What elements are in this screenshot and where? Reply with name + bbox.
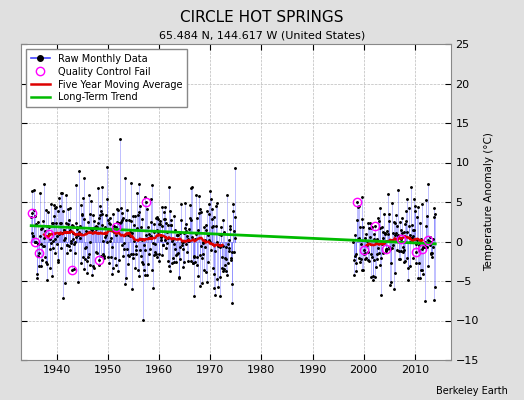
Text: Berkeley Earth: Berkeley Earth (436, 386, 508, 396)
Y-axis label: Temperature Anomaly (°C): Temperature Anomaly (°C) (484, 132, 495, 272)
Legend: Raw Monthly Data, Quality Control Fail, Five Year Moving Average, Long-Term Tren: Raw Monthly Data, Quality Control Fail, … (26, 49, 187, 107)
Text: CIRCLE HOT SPRINGS: CIRCLE HOT SPRINGS (180, 10, 344, 25)
Text: 65.484 N, 144.617 W (United States): 65.484 N, 144.617 W (United States) (159, 30, 365, 40)
